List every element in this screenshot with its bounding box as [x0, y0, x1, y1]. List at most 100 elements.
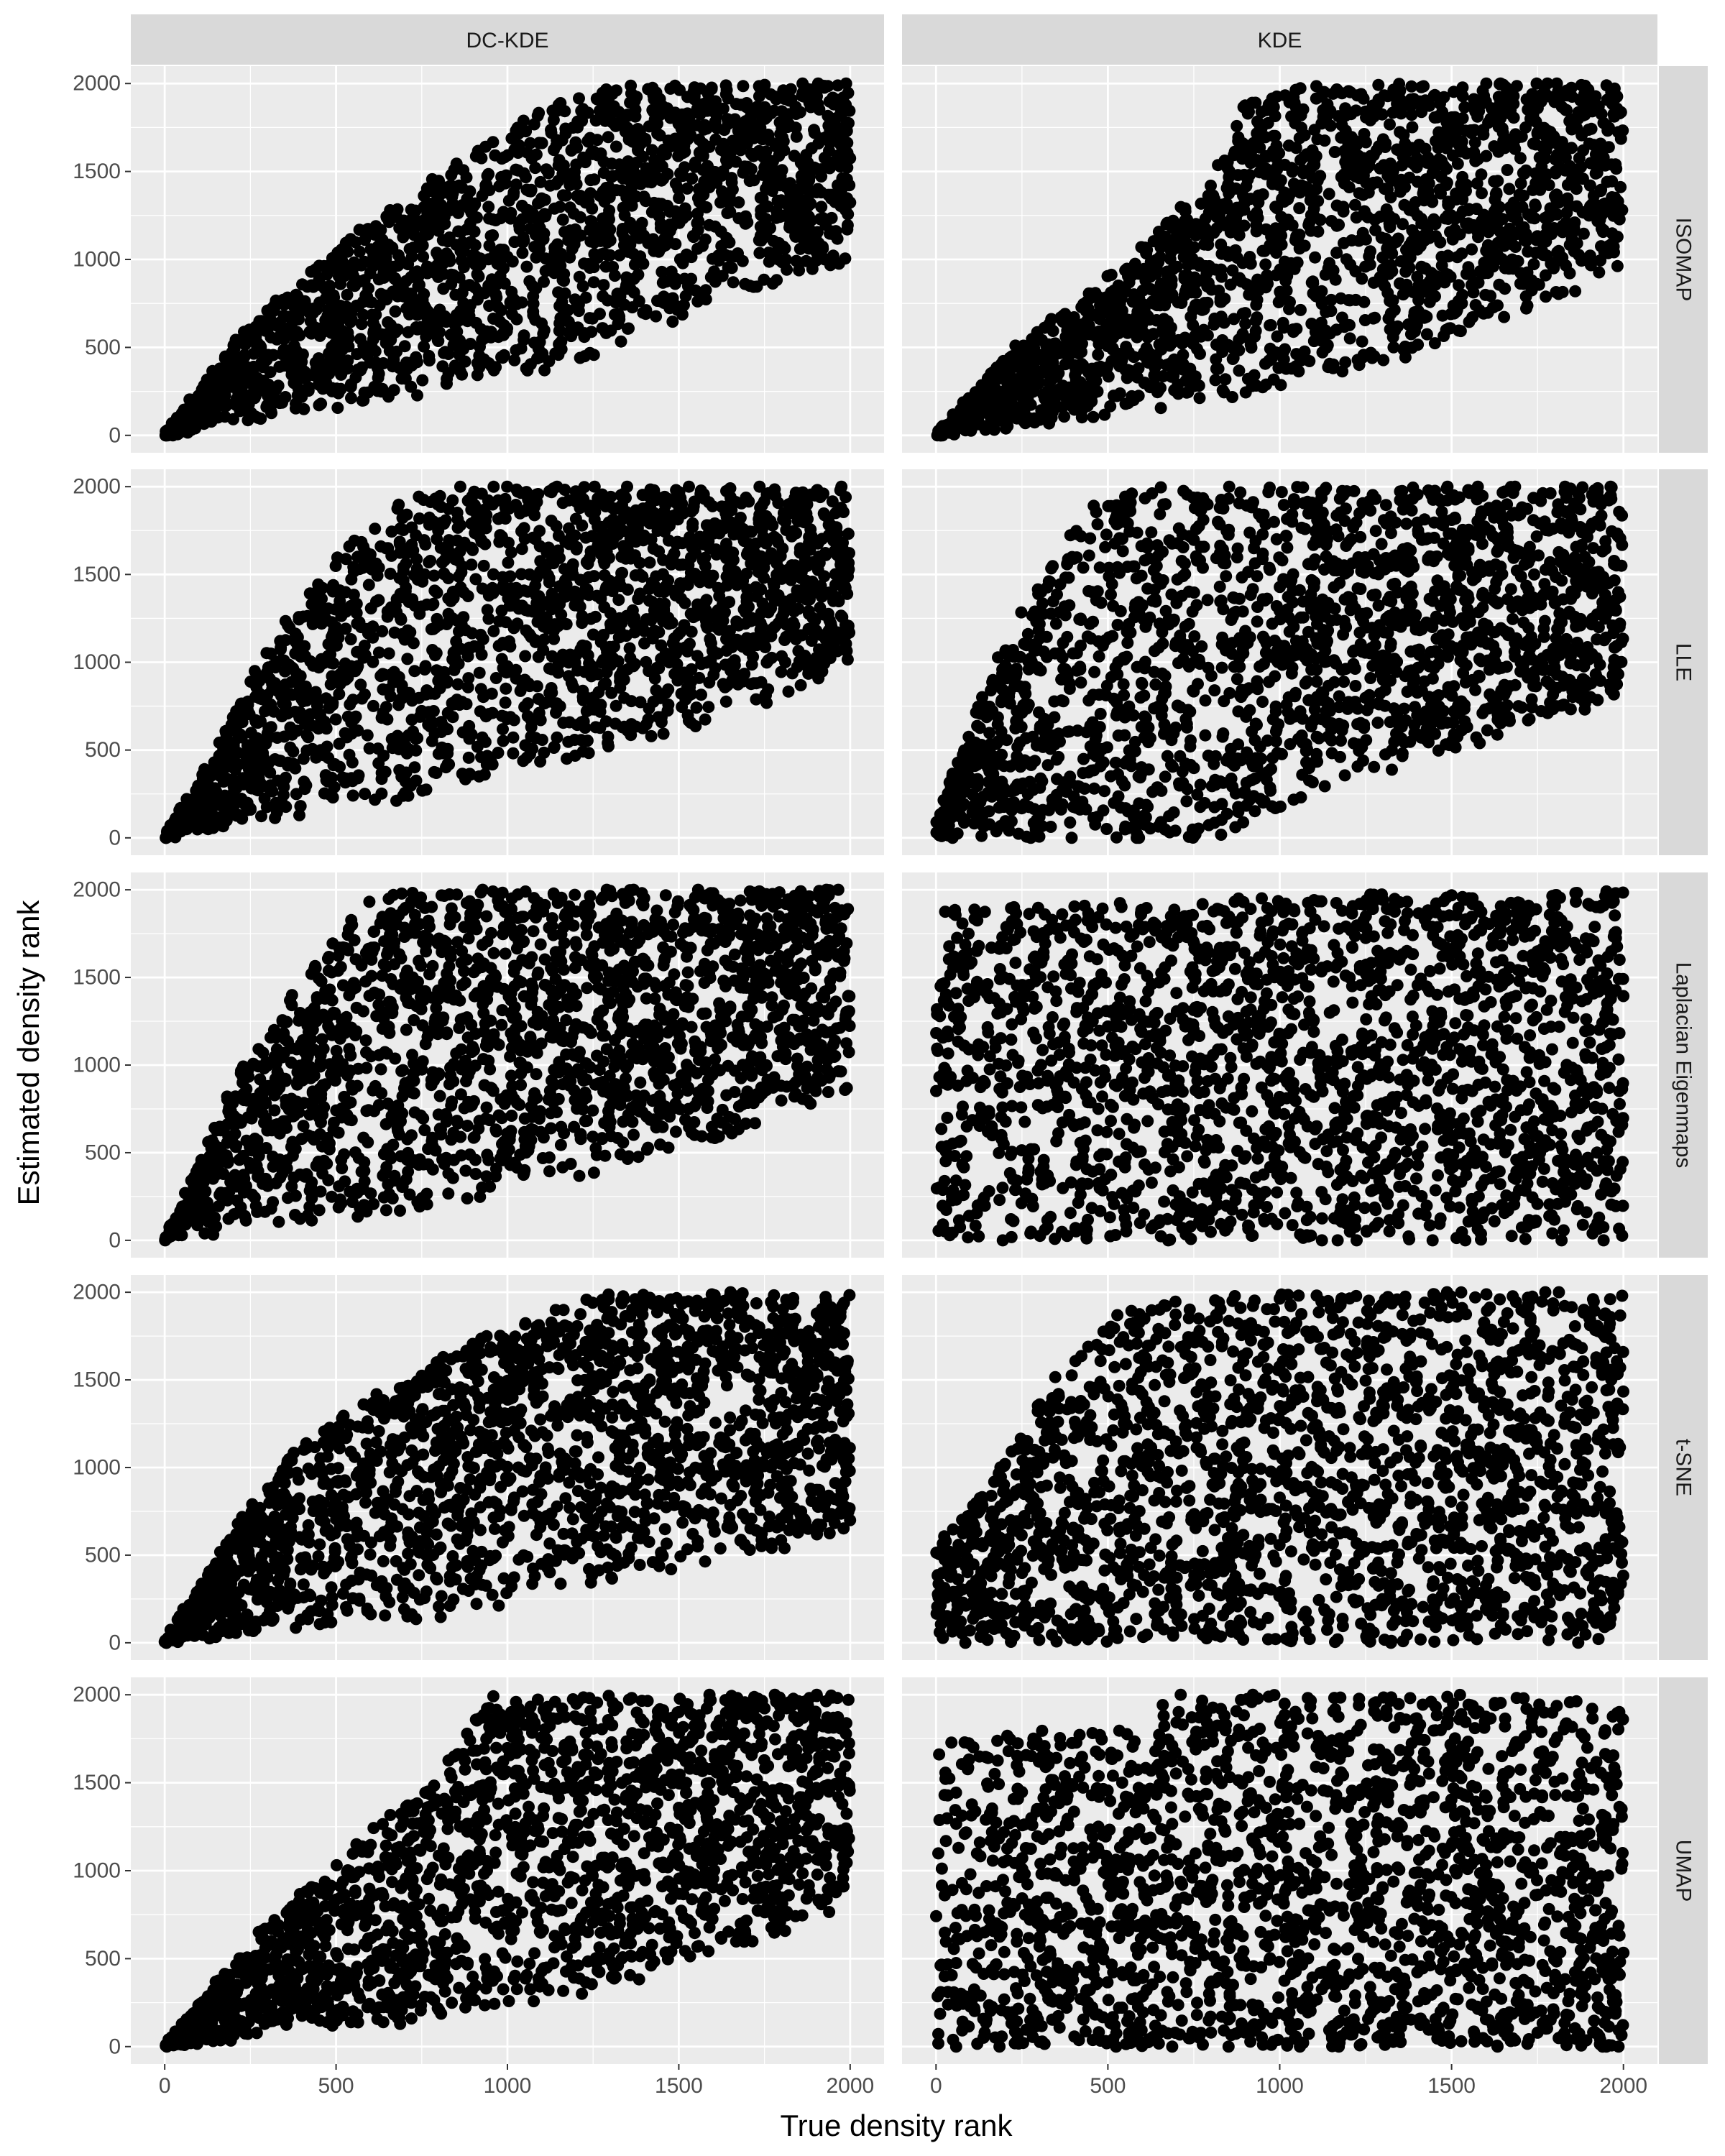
scatter-point	[190, 409, 203, 421]
scatter-point	[1150, 267, 1163, 280]
scatter-point	[689, 160, 702, 173]
scatter-point	[313, 399, 326, 412]
scatter-point	[276, 396, 288, 409]
scatter-point	[1406, 121, 1419, 134]
scatter-point	[1101, 307, 1114, 320]
scatter-point	[1131, 312, 1144, 325]
scatter-point	[740, 115, 753, 128]
scatter-point	[559, 122, 572, 135]
scatter-point	[1561, 89, 1573, 102]
scatter-point	[748, 280, 760, 293]
scatter-point	[1551, 246, 1564, 259]
scatter-point	[488, 280, 501, 293]
panel-isomap-dc-kde	[131, 66, 884, 453]
scatter-point	[502, 556, 515, 569]
scatter-point	[204, 398, 217, 411]
scatter-point	[620, 271, 633, 284]
scatter-point	[1289, 258, 1302, 271]
scatter-point	[529, 162, 542, 175]
scatter-point	[597, 167, 610, 179]
scatter-point	[358, 386, 371, 399]
scatter-point	[1238, 99, 1251, 112]
scatter-point	[1187, 318, 1200, 331]
scatter-point	[1369, 224, 1382, 236]
scatter-point	[1455, 247, 1468, 260]
scatter-point	[1298, 239, 1311, 252]
scatter-point	[1589, 167, 1602, 180]
scatter-point	[625, 87, 638, 100]
scatter-point	[704, 271, 717, 284]
scatter-point	[261, 323, 274, 336]
scatter-point	[1230, 252, 1243, 264]
scatter-point	[573, 92, 585, 105]
scatter-point	[1494, 253, 1506, 265]
scatter-point	[462, 304, 475, 317]
scatter-point	[1405, 156, 1417, 169]
scatter-point	[1272, 296, 1285, 308]
scatter-point	[1089, 287, 1102, 300]
scatter-point	[1201, 329, 1214, 342]
scatter-point	[464, 185, 477, 198]
scatter-point	[313, 296, 326, 309]
scatter-point	[255, 379, 268, 392]
scatter-point	[1540, 235, 1552, 248]
scatter-point	[639, 132, 652, 145]
scatter-point	[1149, 285, 1162, 298]
scatter-point	[244, 331, 257, 344]
scatter-point	[1308, 158, 1321, 171]
scatter-point	[1273, 147, 1286, 160]
scatter-point	[302, 381, 315, 394]
scatter-point	[450, 157, 463, 170]
scatter-point	[576, 519, 589, 532]
scatter-point	[1151, 386, 1164, 399]
scatter-point	[412, 270, 425, 282]
scatter-point	[1293, 132, 1306, 144]
scatter-point	[839, 203, 852, 216]
scatter-point	[1529, 198, 1542, 211]
scatter-point	[1478, 219, 1491, 232]
scatter-point	[1356, 226, 1369, 239]
scatter-point	[495, 152, 508, 165]
scatter-point	[829, 225, 842, 238]
scatter-point	[1569, 285, 1582, 298]
scatter-point	[721, 207, 734, 219]
scatter-point	[545, 126, 558, 139]
scatter-point	[571, 141, 584, 154]
scatter-point	[574, 351, 586, 364]
scatter-point	[1315, 298, 1328, 310]
scatter-point	[1440, 142, 1453, 155]
scatter-point	[640, 162, 653, 175]
scatter-point	[298, 402, 310, 415]
scatter-point	[1442, 198, 1455, 211]
scatter-point	[1435, 170, 1448, 183]
scatter-point	[530, 282, 543, 295]
scatter-point	[1085, 367, 1098, 379]
scatter-point	[730, 98, 742, 111]
scatter-point	[521, 146, 534, 159]
scatter-point	[1519, 290, 1532, 303]
scatter-point	[638, 190, 650, 203]
scatter-point	[1324, 119, 1337, 132]
scatter-point	[1475, 168, 1488, 181]
scatter-point	[1209, 374, 1222, 387]
scatter-point	[1539, 211, 1552, 224]
scatter-point	[1410, 233, 1423, 246]
scatter-point	[1057, 310, 1069, 323]
scatter-point	[1172, 296, 1184, 309]
scatter-point	[1138, 377, 1151, 389]
scatter-point	[552, 286, 565, 299]
scatter-point	[367, 317, 380, 329]
scatter-point	[357, 224, 370, 237]
scatter-point	[389, 305, 402, 318]
scatter-point	[345, 260, 358, 273]
scatter-point	[678, 272, 691, 285]
scatter-point	[1105, 268, 1118, 281]
scatter-point	[346, 756, 359, 769]
scatter-point	[340, 300, 353, 313]
scatter-point	[1530, 138, 1542, 151]
scatter-point	[1344, 86, 1357, 98]
scatter-point	[1605, 86, 1618, 98]
scatter-point	[1132, 267, 1145, 280]
scatter-point	[1601, 247, 1614, 259]
scatter-point	[786, 222, 799, 235]
